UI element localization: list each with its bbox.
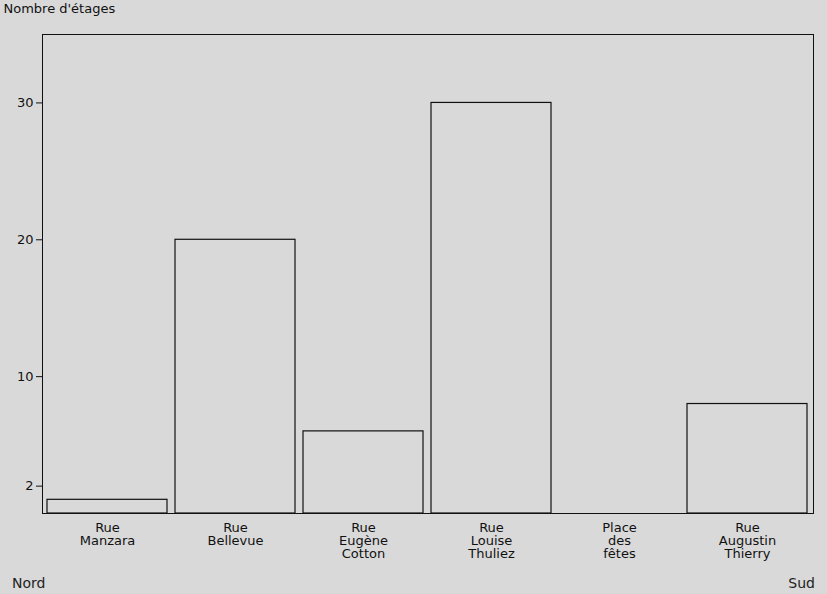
svg-text:RueEugèneCotton: RueEugèneCotton <box>339 520 388 561</box>
svg-text:30: 30 <box>17 95 34 110</box>
svg-text:Nombre d'étages: Nombre d'étages <box>4 1 116 16</box>
html-text:Nord: Nord <box>12 575 46 591</box>
svg-text:RueAugustinThierry: RueAugustinThierry <box>719 520 776 561</box>
svg-text:20: 20 <box>17 232 34 247</box>
svg-text:RueManzara: RueManzara <box>80 520 136 548</box>
svg-text:10: 10 <box>17 369 34 384</box>
svg-text:RueBellevue: RueBellevue <box>207 520 263 548</box>
svg-text:RueLouiseThuliez: RueLouiseThuliez <box>467 520 515 561</box>
html-text:Sud: Sud <box>788 575 815 591</box>
svg-text:Placedesfêtes: Placedesfêtes <box>602 520 637 561</box>
svg-text:2: 2 <box>25 478 33 493</box>
